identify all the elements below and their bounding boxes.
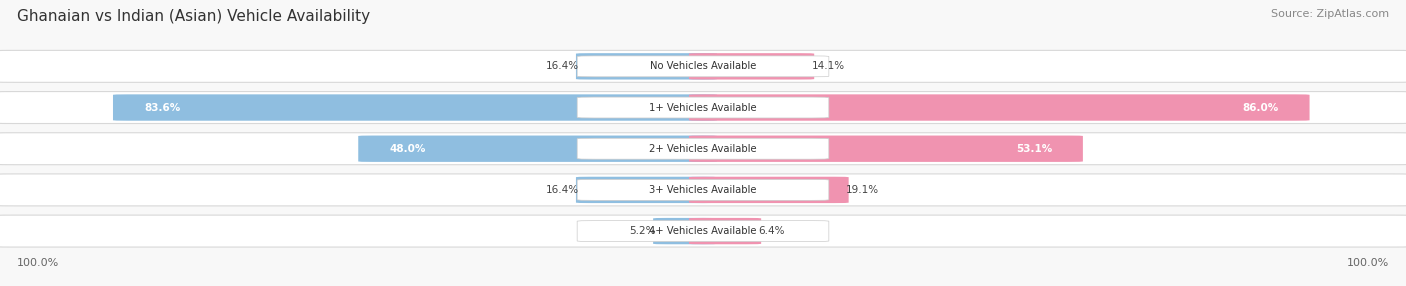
- FancyBboxPatch shape: [689, 177, 849, 203]
- FancyBboxPatch shape: [112, 94, 717, 121]
- Text: No Vehicles Available: No Vehicles Available: [650, 61, 756, 71]
- FancyBboxPatch shape: [576, 177, 717, 203]
- FancyBboxPatch shape: [0, 215, 1406, 247]
- FancyBboxPatch shape: [0, 133, 1406, 165]
- Text: 1+ Vehicles Available: 1+ Vehicles Available: [650, 103, 756, 112]
- FancyBboxPatch shape: [689, 218, 761, 244]
- Text: 100.0%: 100.0%: [17, 258, 59, 268]
- Text: 2+ Vehicles Available: 2+ Vehicles Available: [650, 144, 756, 154]
- Text: 100.0%: 100.0%: [1347, 258, 1389, 268]
- FancyBboxPatch shape: [689, 53, 814, 80]
- Text: 83.6%: 83.6%: [143, 103, 180, 112]
- Text: 14.1%: 14.1%: [811, 61, 845, 71]
- FancyBboxPatch shape: [0, 92, 1406, 124]
- FancyBboxPatch shape: [578, 138, 828, 159]
- Text: 16.4%: 16.4%: [546, 61, 579, 71]
- FancyBboxPatch shape: [359, 136, 717, 162]
- Text: 16.4%: 16.4%: [546, 185, 579, 195]
- FancyBboxPatch shape: [0, 50, 1406, 82]
- Text: 5.2%: 5.2%: [630, 226, 657, 236]
- Text: Source: ZipAtlas.com: Source: ZipAtlas.com: [1271, 9, 1389, 19]
- Text: 6.4%: 6.4%: [758, 226, 785, 236]
- Text: 86.0%: 86.0%: [1243, 103, 1278, 112]
- FancyBboxPatch shape: [689, 94, 1309, 121]
- FancyBboxPatch shape: [576, 53, 717, 80]
- Text: 3+ Vehicles Available: 3+ Vehicles Available: [650, 185, 756, 195]
- FancyBboxPatch shape: [689, 136, 1083, 162]
- FancyBboxPatch shape: [578, 179, 828, 200]
- Text: 19.1%: 19.1%: [846, 185, 879, 195]
- FancyBboxPatch shape: [578, 56, 828, 77]
- Text: 53.1%: 53.1%: [1015, 144, 1052, 154]
- FancyBboxPatch shape: [654, 218, 717, 244]
- Text: Ghanaian vs Indian (Asian) Vehicle Availability: Ghanaian vs Indian (Asian) Vehicle Avail…: [17, 9, 370, 23]
- FancyBboxPatch shape: [578, 221, 828, 242]
- FancyBboxPatch shape: [578, 97, 828, 118]
- FancyBboxPatch shape: [0, 174, 1406, 206]
- Text: 4+ Vehicles Available: 4+ Vehicles Available: [650, 226, 756, 236]
- Text: 48.0%: 48.0%: [389, 144, 426, 154]
